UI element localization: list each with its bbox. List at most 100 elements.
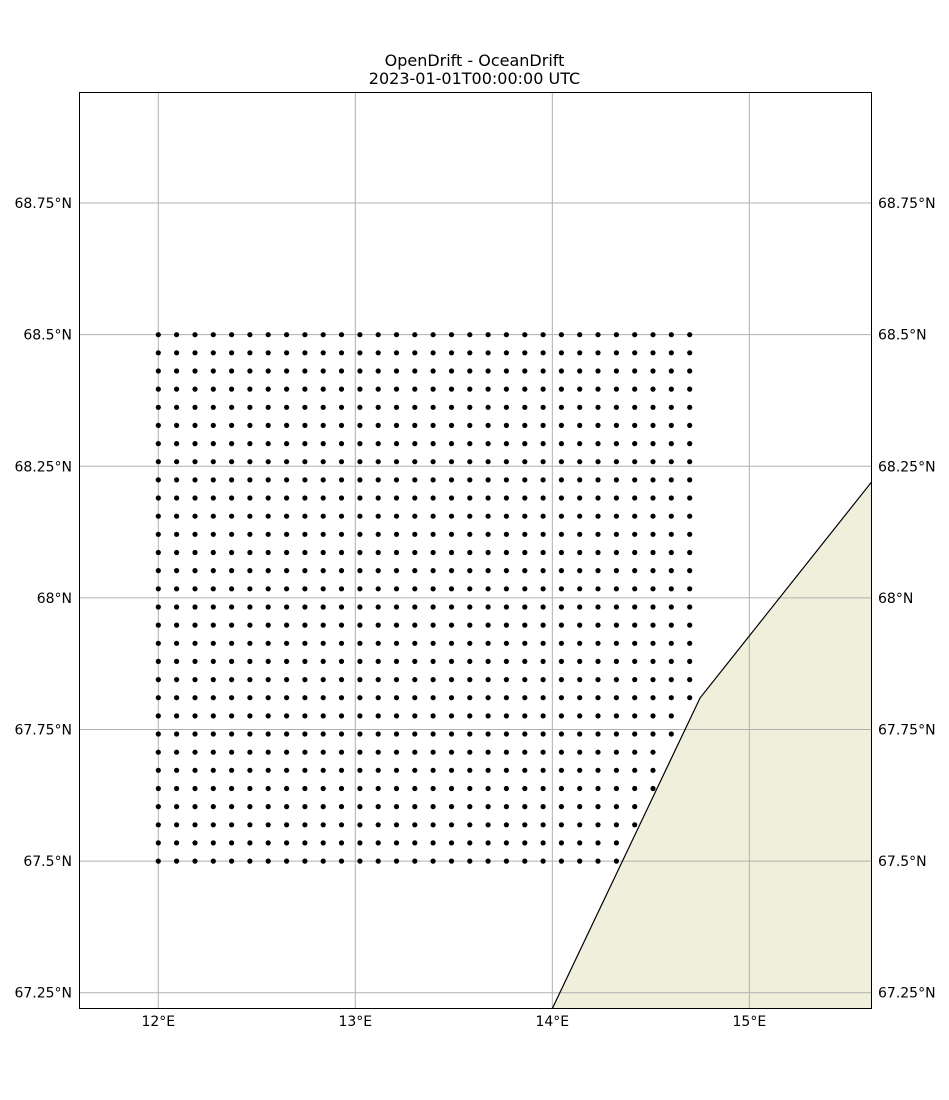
particle <box>485 459 491 465</box>
particle <box>284 441 290 447</box>
particle <box>393 695 400 701</box>
particle <box>485 622 491 628</box>
particle <box>338 368 345 374</box>
particle <box>467 513 473 519</box>
particle <box>192 604 198 610</box>
particle <box>613 549 620 556</box>
particle <box>192 749 198 755</box>
particle <box>247 640 253 646</box>
particle <box>265 386 271 392</box>
particle <box>485 441 491 447</box>
particle <box>448 513 455 519</box>
particle <box>284 749 290 755</box>
particle <box>174 767 180 773</box>
particle <box>448 495 455 501</box>
land-polygon <box>552 482 872 1009</box>
particle <box>522 804 528 810</box>
particle <box>192 822 198 828</box>
particle <box>467 858 473 864</box>
particle <box>174 840 180 846</box>
particle <box>577 404 583 410</box>
particle <box>375 386 381 392</box>
particle <box>430 368 436 374</box>
particle <box>375 822 381 828</box>
particle <box>467 441 473 447</box>
particle <box>467 495 473 501</box>
particle <box>503 441 509 447</box>
particle <box>357 858 363 864</box>
particle <box>302 368 308 374</box>
particle <box>577 804 583 810</box>
particle <box>577 785 583 792</box>
particle <box>650 604 656 610</box>
particle <box>210 858 216 864</box>
particle <box>522 404 528 410</box>
particle <box>210 422 216 428</box>
lat-tick-label-left: 67.5°N <box>23 854 72 870</box>
particle <box>302 604 308 610</box>
particle <box>595 713 601 719</box>
lat-tick-label-right: 67.75°N <box>878 722 936 738</box>
particle <box>595 785 601 792</box>
particle <box>375 713 381 719</box>
particle <box>412 677 418 683</box>
particle <box>302 513 308 519</box>
axis-labels: 12°E 13°E 14°E 15°E 68.75°N 68.75°N 68.5°N 68.5… <box>14 196 935 1030</box>
particle <box>503 368 509 374</box>
particle <box>522 568 528 574</box>
particle <box>375 622 381 628</box>
particle <box>229 677 235 683</box>
particle <box>558 785 565 792</box>
particle <box>210 404 216 410</box>
particle <box>155 804 161 810</box>
particle <box>522 586 528 592</box>
particle <box>192 568 198 574</box>
particle <box>320 713 326 719</box>
particle <box>247 858 253 864</box>
particle <box>247 767 253 773</box>
particle <box>155 640 161 646</box>
particle <box>210 695 216 701</box>
particle <box>430 858 436 864</box>
particle <box>393 640 400 646</box>
particle <box>357 441 363 447</box>
particle <box>448 459 455 465</box>
particle <box>650 677 656 683</box>
particle <box>284 477 290 483</box>
particle <box>412 549 418 556</box>
particle <box>247 495 253 501</box>
particle <box>338 350 345 356</box>
lat-tick-label-right: 68.75°N <box>878 196 936 212</box>
particle <box>338 640 345 646</box>
particle <box>357 804 363 810</box>
particle <box>668 386 674 392</box>
particle <box>229 731 235 737</box>
particle <box>485 422 491 428</box>
particle <box>357 586 363 592</box>
particle <box>650 332 656 338</box>
particle <box>522 368 528 374</box>
particle <box>375 586 381 592</box>
particle <box>412 513 418 519</box>
particle <box>229 422 235 428</box>
particle <box>375 840 381 846</box>
particle <box>485 549 491 556</box>
particle <box>467 749 473 755</box>
particle <box>247 677 253 683</box>
particle <box>265 531 271 537</box>
particle <box>577 622 583 628</box>
particle <box>595 332 601 338</box>
particle <box>485 767 491 773</box>
particle <box>613 677 620 683</box>
particle <box>632 368 638 374</box>
particle <box>430 586 436 592</box>
particle <box>430 767 436 773</box>
particle <box>210 749 216 755</box>
particle <box>595 404 601 410</box>
particle <box>192 495 198 501</box>
particle <box>320 513 326 519</box>
particle <box>338 804 345 810</box>
particle <box>595 749 601 755</box>
particle <box>302 568 308 574</box>
particle <box>650 495 656 501</box>
